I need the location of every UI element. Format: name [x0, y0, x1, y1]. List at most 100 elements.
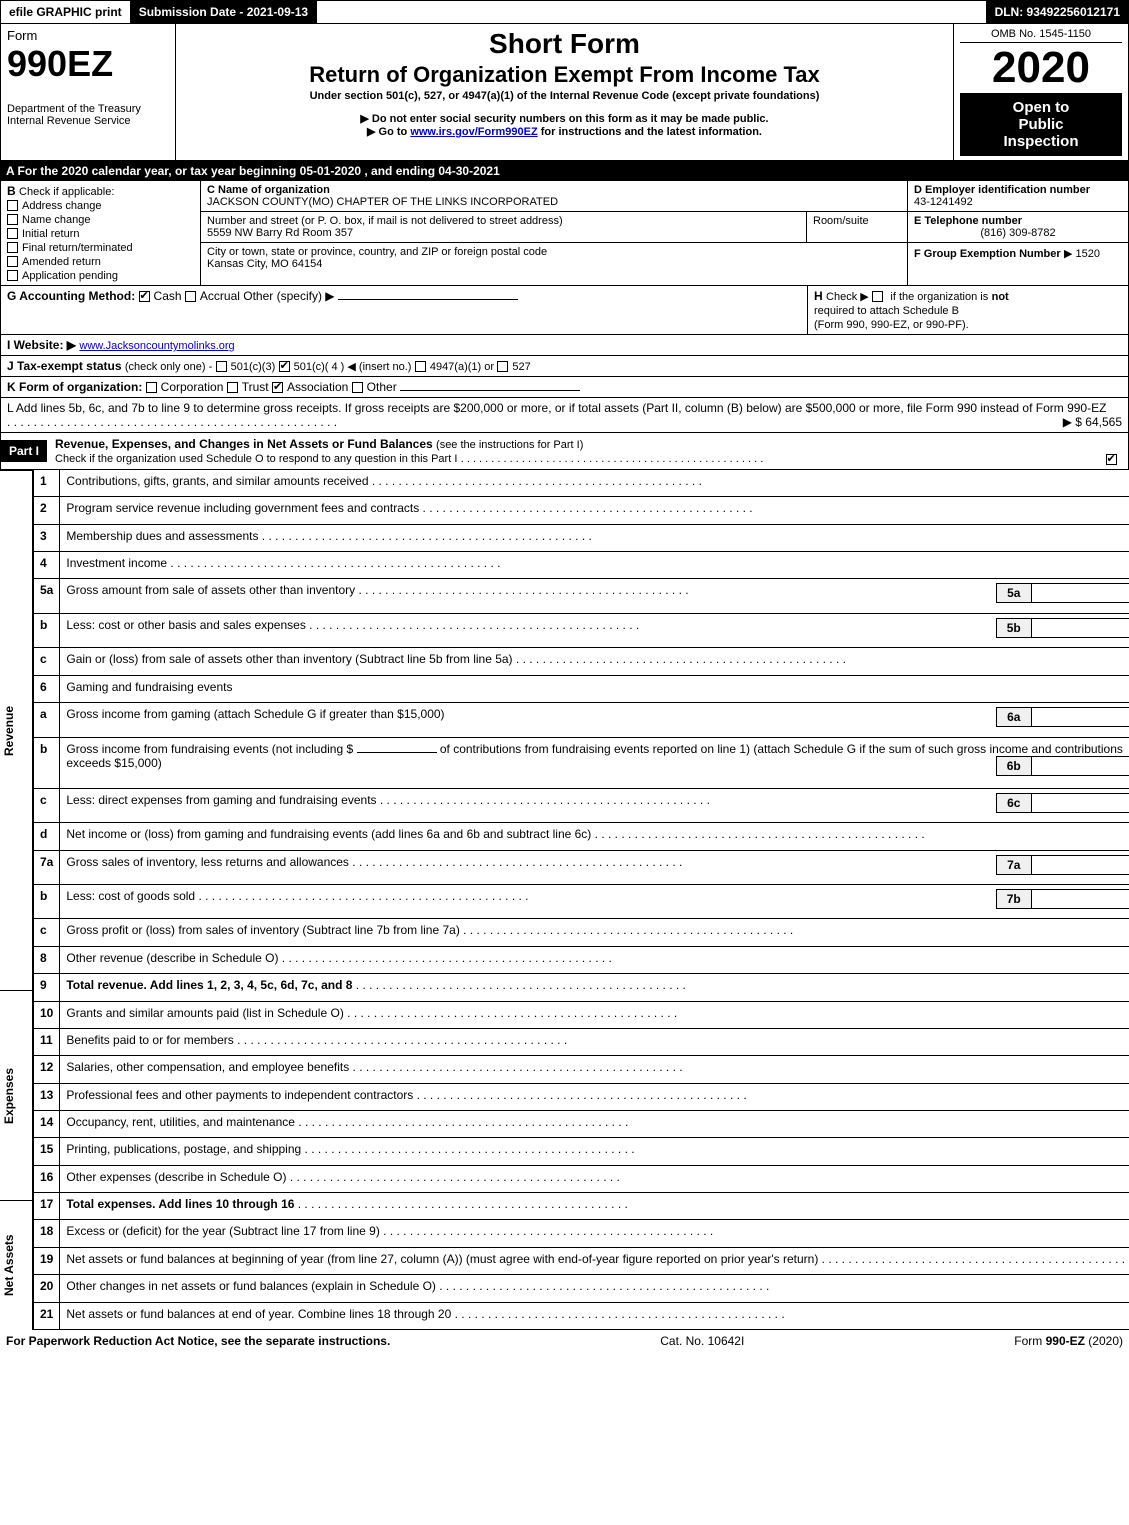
l3-t: Membership dues and assessments: [60, 524, 1129, 551]
cb-trust[interactable]: [227, 382, 238, 393]
l11-t: Benefits paid to or for members: [60, 1028, 1129, 1055]
footer-right: Form 990-EZ (2020): [1014, 1334, 1123, 1348]
part1-label: Part I: [1, 440, 47, 462]
line-1: 1Contributions, gifts, grants, and simil…: [34, 470, 1129, 497]
goto-post: for instructions and the latest informat…: [538, 126, 762, 138]
l12-n: 12: [34, 1056, 60, 1083]
l5c-n: c: [34, 648, 60, 675]
l6a-input[interactable]: [1032, 707, 1129, 727]
line-4: 4Investment income4: [34, 551, 1129, 578]
g-label: G Accounting Method:: [7, 289, 135, 303]
open1: Open to: [966, 99, 1116, 116]
line-8: 8Other revenue (describe in Schedule O)8: [34, 946, 1129, 973]
other-specify: Other (specify) ▶: [243, 289, 334, 303]
cb-initial-return[interactable]: [7, 228, 18, 239]
submission-date: Submission Date - 2021-09-13: [131, 1, 317, 23]
f-number: ▶ 1520: [1064, 248, 1100, 260]
l16-t: Other expenses (describe in Schedule O): [60, 1165, 1129, 1192]
line-10: 10Grants and similar amounts paid (list …: [34, 1001, 1129, 1028]
cb-assoc[interactable]: [272, 382, 283, 393]
line-17: 17Total expenses. Add lines 10 through 1…: [34, 1193, 1129, 1220]
l6a-n: a: [34, 703, 60, 737]
l19-n: 19: [34, 1247, 60, 1274]
part1-sub: (see the instructions for Part I): [436, 439, 583, 451]
line-19: 19Net assets or fund balances at beginni…: [34, 1247, 1129, 1274]
other-input[interactable]: [338, 299, 518, 300]
l19-t: Net assets or fund balances at beginning…: [60, 1247, 1129, 1274]
cb-4947[interactable]: [415, 361, 426, 372]
l5b-box: 5b: [996, 618, 1032, 638]
website-link[interactable]: www.Jacksoncountymolinks.org: [79, 340, 234, 352]
c-label: C Name of organization: [207, 184, 901, 196]
street: 5559 NW Barry Rd Room 357: [207, 227, 800, 239]
l13-n: 13: [34, 1083, 60, 1110]
l6d-n: d: [34, 823, 60, 850]
l7a-box: 7a: [996, 855, 1032, 875]
cb-501c3[interactable]: [216, 361, 227, 372]
check-if: Check if applicable:: [19, 186, 114, 198]
l4-t: Investment income: [60, 551, 1129, 578]
l6-n: 6: [34, 675, 60, 702]
j-o4: 527: [512, 361, 530, 373]
l5b-input[interactable]: [1032, 618, 1129, 638]
line-3: 3Membership dues and assessments325,801: [34, 524, 1129, 551]
street-label: Number and street (or P. O. box, if mail…: [207, 215, 800, 227]
l2-n: 2: [34, 497, 60, 524]
line-15: 15Printing, publications, postage, and s…: [34, 1138, 1129, 1165]
cb-accrual[interactable]: [185, 291, 196, 302]
return-title: Return of Organization Exempt From Incom…: [182, 62, 947, 88]
h-check: Check ▶: [826, 291, 869, 303]
header-right: OMB No. 1545-1150 2020 Open to Public In…: [953, 24, 1128, 160]
cb-sched-b-not-req[interactable]: [872, 291, 883, 302]
city-label: City or town, state or province, country…: [207, 246, 901, 258]
cb-cash[interactable]: [139, 291, 150, 302]
part1-table: Revenue Expenses Net Assets 1Contributio…: [0, 470, 1129, 1330]
cb-name-change[interactable]: [7, 214, 18, 225]
line-k: K Form of organization: Corporation Trus…: [0, 377, 1129, 398]
l5a-input[interactable]: [1032, 583, 1129, 603]
k-assoc: Association: [287, 380, 348, 394]
l7a-t: Gross sales of inventory, less returns a…: [60, 850, 1129, 884]
cb-sched-o-part1[interactable]: [1106, 454, 1117, 465]
line-i: I Website: ▶ www.Jacksoncountymolinks.or…: [0, 335, 1129, 356]
l6c-input[interactable]: [1032, 793, 1129, 813]
cb-corp[interactable]: [146, 382, 157, 393]
line-2: 2Program service revenue including gover…: [34, 497, 1129, 524]
l5a-t: Gross amount from sale of assets other t…: [60, 579, 1129, 613]
k-trust: Trust: [242, 380, 269, 394]
city: Kansas City, MO 64154: [207, 258, 901, 270]
j-o2: 501(c)( 4 ) ◀ (insert no.): [294, 361, 412, 373]
h-not: not: [992, 291, 1009, 303]
l6b-input[interactable]: [1032, 756, 1129, 776]
l6a-t: Gross income from gaming (attach Schedul…: [60, 703, 1129, 737]
l6b-amount-input[interactable]: [357, 752, 437, 753]
l-text: L Add lines 5b, 6c, and 7b to line 9 to …: [7, 401, 1106, 415]
top-bar-spacer: [317, 1, 986, 23]
cb-address-change[interactable]: [7, 200, 18, 211]
cb-amended[interactable]: [7, 256, 18, 267]
cb-other[interactable]: [352, 382, 363, 393]
name-change: Name change: [22, 214, 91, 226]
ein: 43-1241492: [914, 196, 1122, 208]
org-name: JACKSON COUNTY(MO) CHAPTER OF THE LINKS …: [207, 196, 901, 208]
l3-n: 3: [34, 524, 60, 551]
l21-t: Net assets or fund balances at end of ye…: [60, 1302, 1129, 1330]
cb-527[interactable]: [497, 361, 508, 372]
l1-n: 1: [34, 470, 60, 497]
irs-link[interactable]: www.irs.gov/Form990EZ: [410, 126, 537, 138]
l20-n: 20: [34, 1275, 60, 1302]
l5c-t: Gain or (loss) from sale of assets other…: [60, 648, 1129, 675]
cb-501c[interactable]: [279, 361, 290, 372]
gh-row: G Accounting Method: Cash Accrual Other …: [0, 286, 1129, 335]
footer-mid: Cat. No. 10642I: [660, 1334, 744, 1348]
cb-final-return[interactable]: [7, 242, 18, 253]
omb: OMB No. 1545-1150: [960, 28, 1122, 43]
l7b-input[interactable]: [1032, 889, 1129, 909]
l7a-input[interactable]: [1032, 855, 1129, 875]
k-other-input[interactable]: [400, 390, 580, 391]
cb-app-pending[interactable]: [7, 270, 18, 281]
line-6d: dNet income or (loss) from gaming and fu…: [34, 823, 1129, 850]
k-label: K Form of organization:: [7, 380, 142, 394]
l6d-t: Net income or (loss) from gaming and fun…: [60, 823, 1129, 850]
line-9: 9Total revenue. Add lines 1, 2, 3, 4, 5c…: [34, 974, 1129, 1001]
